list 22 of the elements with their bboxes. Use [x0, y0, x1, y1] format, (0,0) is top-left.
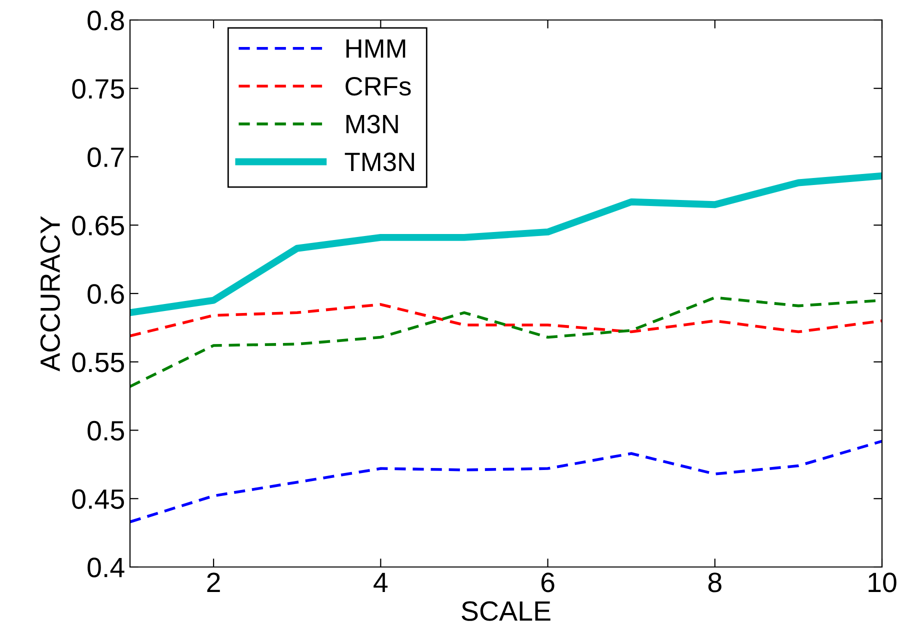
x-tick-label: 10 [868, 572, 896, 592]
y-tick-label: 0.55 [72, 352, 124, 372]
legend-label: TM3N [344, 152, 414, 172]
legend-label: HMM [346, 39, 406, 58]
y-tick-label: 0.8 [88, 10, 124, 30]
x-tick-label: 8 [708, 572, 722, 592]
x-axis-title: SCALE [462, 601, 550, 621]
y-tick-label: 0.7 [88, 147, 124, 168]
line-series [130, 440, 882, 524]
y-tick-label: 0.6 [88, 284, 124, 304]
legend-label: CRFs [346, 76, 411, 96]
y-tick-label: 0.45 [72, 489, 124, 509]
x-tick-label: 6 [541, 572, 554, 592]
x-tick-label: 2 [207, 572, 220, 592]
y-axis-title: ACCURACY [40, 216, 60, 372]
y-tick-label: 0.4 [88, 558, 124, 578]
legend-label: M3N [346, 114, 398, 134]
y-tick-label: 0.65 [72, 216, 124, 236]
line-series [130, 303, 882, 338]
y-tick-label: 0.75 [72, 79, 124, 99]
x-tick-label: 4 [374, 572, 388, 592]
y-tick-label: 0.5 [88, 420, 124, 441]
